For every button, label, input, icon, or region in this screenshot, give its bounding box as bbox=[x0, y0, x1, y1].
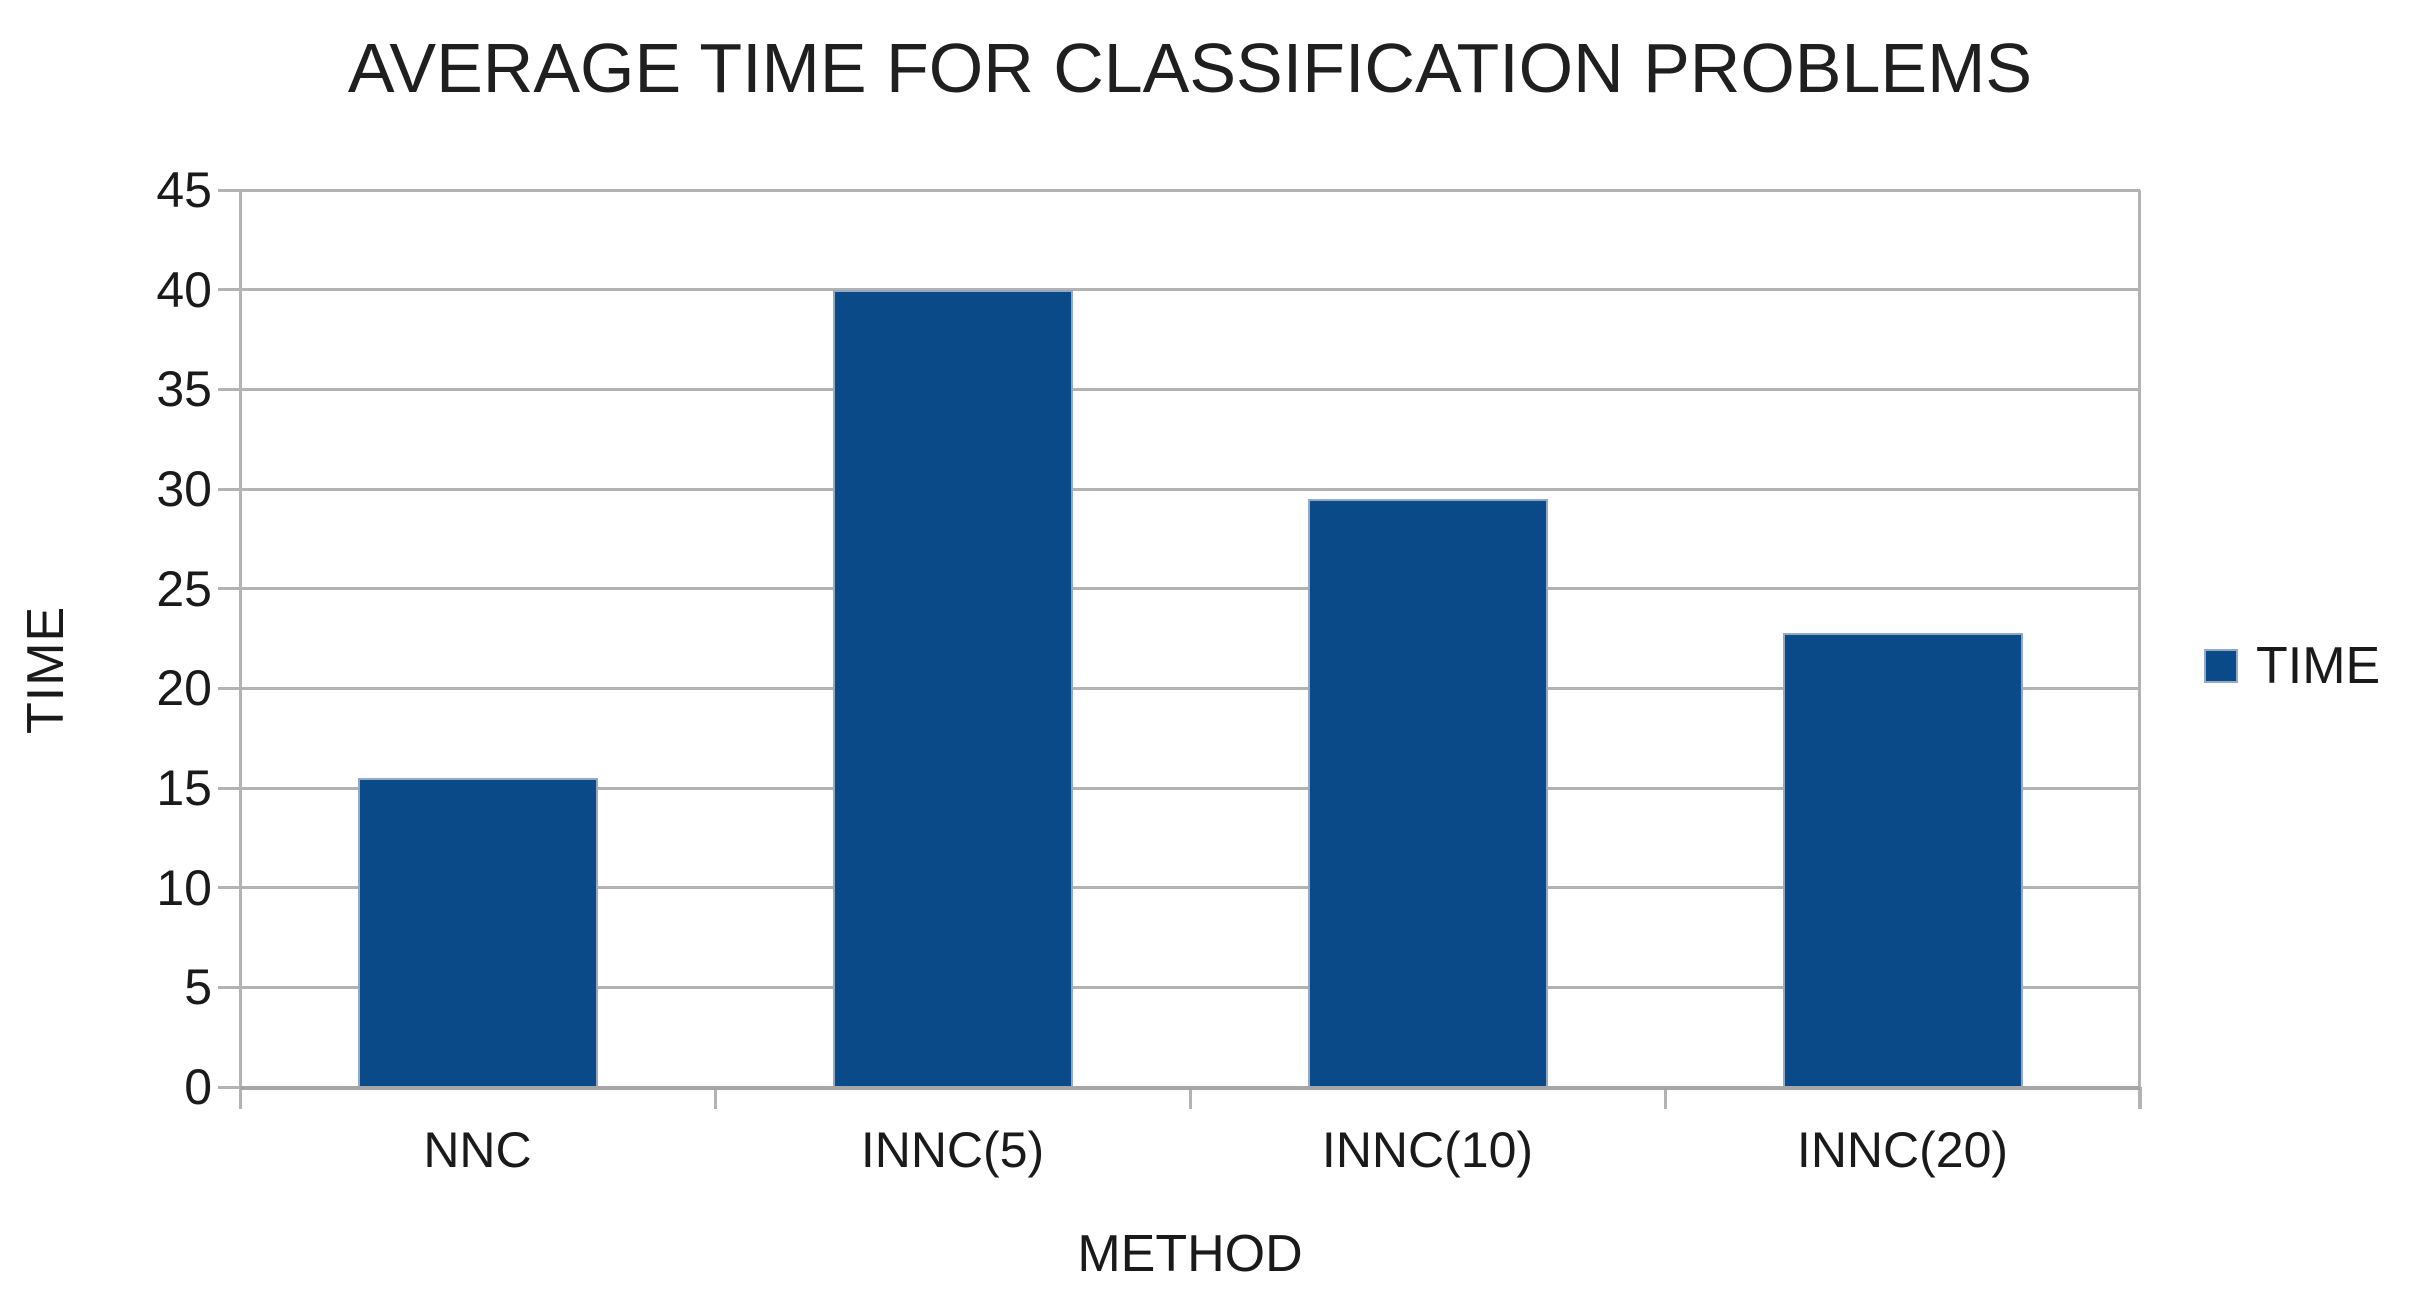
y-axis-tick bbox=[218, 985, 240, 989]
y-tick-label-35: 35 bbox=[156, 361, 212, 418]
gridline-y-35 bbox=[240, 387, 2140, 391]
y-tick-label-15: 15 bbox=[156, 760, 212, 816]
plot-right-border bbox=[2138, 190, 2141, 1109]
y-axis-tick bbox=[218, 387, 240, 391]
legend: TIME bbox=[2204, 640, 2380, 692]
y-tick-label-30: 30 bbox=[156, 461, 212, 517]
x-axis-title: METHOD bbox=[1077, 1225, 1303, 1283]
y-tick-label-40: 40 bbox=[156, 261, 212, 318]
gridline-y-45 bbox=[240, 188, 2140, 192]
y-tick-label-45: 45 bbox=[156, 162, 212, 218]
gridline-y-10 bbox=[240, 886, 2140, 890]
y-axis-tick bbox=[218, 188, 240, 192]
y-tick-label-10: 10 bbox=[156, 859, 212, 916]
gridline-y-40 bbox=[240, 288, 2140, 292]
y-axis-tick bbox=[218, 1085, 240, 1089]
x-axis-tick bbox=[713, 1087, 717, 1109]
x-axis-tick bbox=[1188, 1087, 1192, 1109]
y-axis-tick bbox=[218, 786, 240, 790]
bar-NNC bbox=[357, 778, 598, 1087]
x-tick-label-INNC(20): INNC(20) bbox=[1796, 1122, 2009, 1178]
bar-INNC(10) bbox=[1307, 498, 1548, 1087]
x-axis-tick bbox=[238, 1087, 242, 1109]
x-tick-label-NNC: NNC bbox=[423, 1122, 532, 1178]
y-axis-line bbox=[239, 190, 242, 1109]
gridline-y-20 bbox=[240, 686, 2140, 690]
y-axis-tick bbox=[218, 487, 240, 491]
plot-area bbox=[238, 188, 2142, 1109]
y-tick-label-25: 25 bbox=[156, 560, 212, 617]
y-tick-label-5: 5 bbox=[184, 959, 212, 1016]
gridline-y-5 bbox=[240, 985, 2140, 989]
y-axis-tick bbox=[218, 686, 240, 690]
gridline-y-30 bbox=[240, 487, 2140, 491]
y-axis-tick bbox=[218, 587, 240, 591]
legend-color-swatch bbox=[2204, 649, 2238, 683]
y-axis-tick bbox=[218, 886, 240, 890]
y-tick-label-20: 20 bbox=[156, 660, 212, 717]
x-axis-tick bbox=[1663, 1087, 1667, 1109]
bar-INNC(5) bbox=[832, 289, 1073, 1087]
gridline-y-0 bbox=[240, 1085, 2140, 1090]
y-axis-tick bbox=[218, 288, 240, 292]
legend-label: TIME bbox=[2256, 637, 2381, 695]
x-axis-tick bbox=[2138, 1087, 2142, 1109]
x-tick-label-INNC(5): INNC(5) bbox=[860, 1122, 1045, 1178]
y-tick-label-0: 0 bbox=[184, 1059, 212, 1115]
chart-title: AVERAGE TIME FOR CLASSIFICATION PROBLEMS bbox=[347, 29, 2033, 107]
x-tick-label-INNC(10): INNC(10) bbox=[1321, 1122, 1534, 1178]
bar-INNC(20) bbox=[1782, 632, 2023, 1087]
gridline-y-15 bbox=[240, 786, 2140, 790]
gridline-y-25 bbox=[240, 587, 2140, 591]
